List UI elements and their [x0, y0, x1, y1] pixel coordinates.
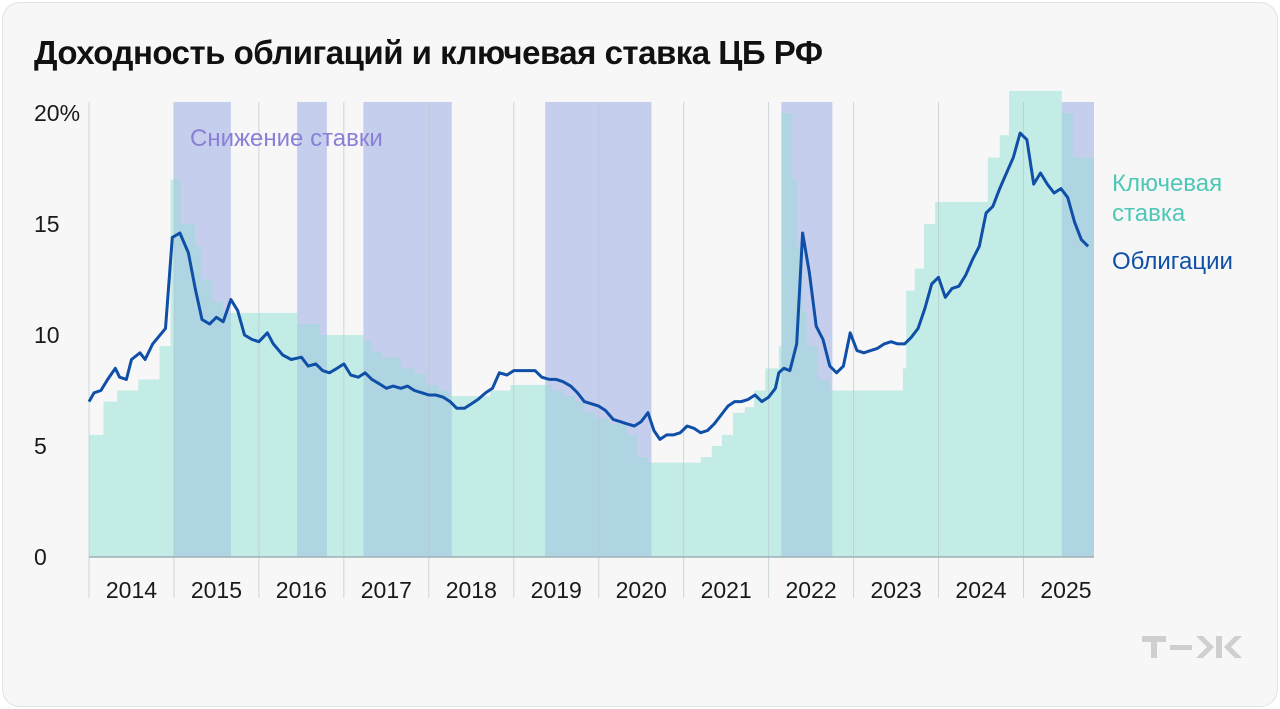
x-tick-2014: 2014 [106, 577, 157, 603]
legend-key-rate-label: Ключевая ставка [1112, 170, 1229, 227]
rate-cut-overlay-0 [173, 102, 231, 557]
x-tick-2020: 2020 [616, 577, 667, 603]
x-tick-2025: 2025 [1040, 577, 1091, 603]
x-tick-2015: 2015 [191, 577, 242, 603]
rate-cut-overlay-1 [297, 102, 327, 557]
rate-cut-label: Снижение ставки [190, 125, 383, 152]
legend-key-rate-line-2: ставка [1112, 200, 1186, 227]
x-tick-2018: 2018 [446, 577, 497, 603]
x-tick-2021: 2021 [701, 577, 752, 603]
year-grid [88, 102, 1024, 598]
y-tick-5: 5 [34, 433, 47, 459]
rate-cut-overlay-5 [1061, 102, 1094, 557]
x-tick-2023: 2023 [870, 577, 921, 603]
y-tick-20: 20% [34, 100, 80, 126]
chart-title: Доходность облигаций и ключевая ставка Ц… [34, 34, 823, 71]
legend-bonds-label: Облигации [1112, 248, 1233, 275]
legend-key-rate-line-1: Ключевая [1112, 170, 1222, 197]
x-tick-2022: 2022 [786, 577, 837, 603]
y-tick-15: 15 [34, 211, 60, 237]
x-tick-2024: 2024 [955, 577, 1006, 603]
rate-cut-overlay-2 [363, 102, 452, 557]
rate-cut-overlay-4 [781, 102, 833, 557]
x-tick-2019: 2019 [531, 577, 582, 603]
tzh-logo-icon [1142, 636, 1242, 658]
x-tick-2016: 2016 [276, 577, 327, 603]
x-tick-2017: 2017 [361, 577, 412, 603]
x-axis-ticks: 2014 2015 2016 2017 2018 2019 2020 2021 2022 2023… [106, 577, 1092, 603]
y-axis-ticks: 0 5 10 15 20% [34, 100, 80, 570]
bond-yield-line [87, 131, 1090, 441]
legend-key-rate: Ключевая ставка [1112, 170, 1229, 227]
y-tick-0: 0 [34, 544, 47, 570]
key-rate-area [89, 90, 1094, 557]
y-tick-10: 10 [34, 322, 60, 348]
